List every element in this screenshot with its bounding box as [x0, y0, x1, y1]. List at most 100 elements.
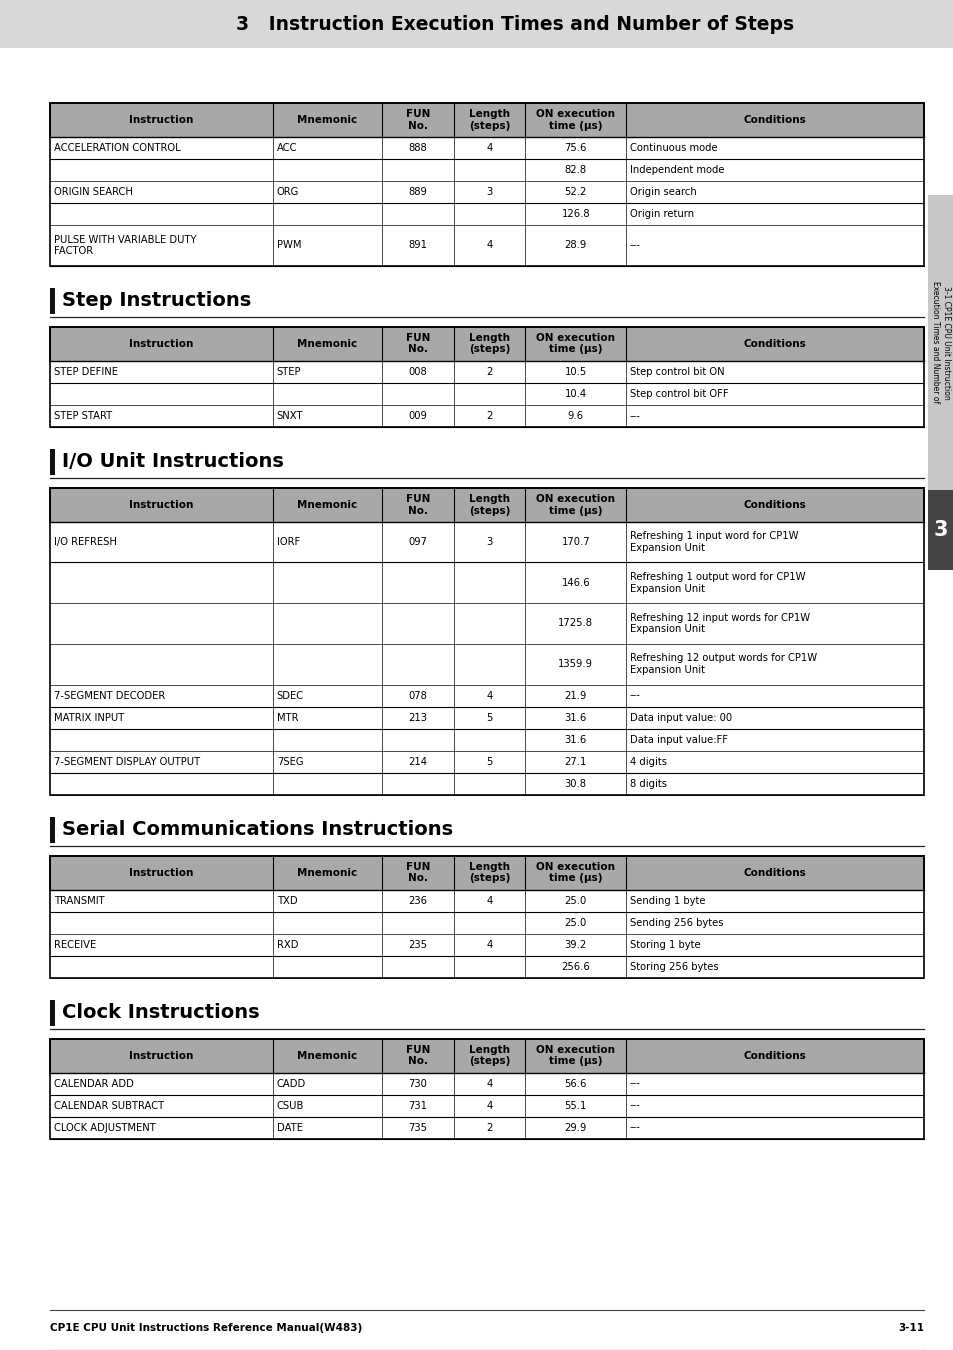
- Text: Refreshing 12 output words for CP1W
Expansion Unit: Refreshing 12 output words for CP1W Expa…: [629, 653, 816, 675]
- Text: Data input value:FF: Data input value:FF: [629, 734, 727, 744]
- Text: Mnemonic: Mnemonic: [297, 1050, 357, 1061]
- Bar: [50, 603, 923, 644]
- Text: CP1E CPU Unit Instructions Reference Manual(W483): CP1E CPU Unit Instructions Reference Man…: [50, 1323, 362, 1332]
- Bar: [50, 103, 923, 266]
- Bar: [50, 644, 923, 684]
- Bar: [50, 684, 923, 706]
- Text: MATRIX INPUT: MATRIX INPUT: [54, 713, 124, 722]
- Text: ---: ---: [629, 1079, 640, 1088]
- Bar: [50, 181, 923, 202]
- Text: SDEC: SDEC: [276, 690, 304, 701]
- Bar: [50, 1038, 923, 1072]
- Bar: [50, 288, 55, 313]
- Text: ---: ---: [629, 410, 640, 421]
- Bar: [50, 327, 923, 427]
- Text: 4 digits: 4 digits: [629, 756, 666, 767]
- Text: Mnemonic: Mnemonic: [297, 339, 357, 348]
- Bar: [927, 490, 953, 570]
- Bar: [50, 772, 923, 795]
- Text: ---: ---: [629, 1100, 640, 1111]
- Bar: [927, 194, 953, 490]
- Text: CALENDAR ADD: CALENDAR ADD: [54, 1079, 133, 1088]
- Text: 52.2: 52.2: [564, 188, 586, 197]
- Text: 27.1: 27.1: [564, 756, 586, 767]
- Text: 39.2: 39.2: [564, 940, 586, 949]
- Text: 3   Instruction Execution Times and Number of Steps: 3 Instruction Execution Times and Number…: [235, 15, 794, 34]
- Text: 888: 888: [408, 143, 427, 153]
- Bar: [50, 890, 923, 911]
- Bar: [50, 521, 923, 563]
- Text: Independent mode: Independent mode: [629, 165, 723, 176]
- Text: Sending 256 bytes: Sending 256 bytes: [629, 918, 722, 927]
- Text: ---: ---: [629, 1122, 640, 1133]
- Text: I/O REFRESH: I/O REFRESH: [54, 537, 117, 547]
- Text: Length
(steps): Length (steps): [469, 109, 510, 131]
- Text: DATE: DATE: [276, 1122, 302, 1133]
- Text: 146.6: 146.6: [560, 578, 589, 587]
- Bar: [50, 751, 923, 772]
- Bar: [50, 382, 923, 405]
- Text: 008: 008: [408, 367, 427, 377]
- Text: 55.1: 55.1: [564, 1100, 586, 1111]
- Text: 31.6: 31.6: [564, 734, 586, 744]
- Text: CADD: CADD: [276, 1079, 306, 1088]
- Text: Length
(steps): Length (steps): [469, 494, 510, 516]
- Text: 126.8: 126.8: [560, 209, 589, 219]
- Text: 8 digits: 8 digits: [629, 779, 666, 788]
- Text: 078: 078: [408, 690, 427, 701]
- Text: Length
(steps): Length (steps): [469, 333, 510, 355]
- Bar: [50, 202, 923, 225]
- Text: 10.4: 10.4: [564, 389, 586, 398]
- Text: 731: 731: [408, 1100, 427, 1111]
- Bar: [50, 706, 923, 729]
- Bar: [50, 225, 923, 266]
- Text: Conditions: Conditions: [742, 1050, 805, 1061]
- Text: 4: 4: [486, 940, 493, 949]
- Text: Step Instructions: Step Instructions: [62, 292, 251, 311]
- Text: 30.8: 30.8: [564, 779, 586, 788]
- Text: 7SEG: 7SEG: [276, 756, 303, 767]
- Text: RXD: RXD: [276, 940, 298, 949]
- Text: FUN
No.: FUN No.: [405, 1045, 430, 1066]
- Bar: [50, 360, 923, 382]
- Text: 213: 213: [408, 713, 427, 722]
- Text: Clock Instructions: Clock Instructions: [62, 1003, 259, 1022]
- Text: Refreshing 1 input word for CP1W
Expansion Unit: Refreshing 1 input word for CP1W Expansi…: [629, 532, 798, 553]
- Bar: [50, 856, 923, 890]
- Text: 29.9: 29.9: [564, 1122, 586, 1133]
- Text: Storing 256 bytes: Storing 256 bytes: [629, 961, 718, 972]
- Text: 25.0: 25.0: [564, 918, 586, 927]
- Text: Instruction: Instruction: [129, 868, 193, 878]
- Text: Storing 1 byte: Storing 1 byte: [629, 940, 700, 949]
- Text: FUN
No.: FUN No.: [405, 494, 430, 516]
- Text: 009: 009: [408, 410, 427, 421]
- Bar: [50, 448, 55, 475]
- Text: Serial Communications Instructions: Serial Communications Instructions: [62, 819, 453, 838]
- Text: Data input value: 00: Data input value: 00: [629, 713, 731, 722]
- Text: Origin search: Origin search: [629, 188, 696, 197]
- Text: MTR: MTR: [276, 713, 298, 722]
- Text: 3: 3: [486, 537, 493, 547]
- Text: 236: 236: [408, 895, 427, 906]
- Bar: [50, 817, 55, 842]
- Bar: [50, 103, 923, 136]
- Text: I/O Unit Instructions: I/O Unit Instructions: [62, 452, 284, 471]
- Text: ORG: ORG: [276, 188, 299, 197]
- Bar: [50, 159, 923, 181]
- Text: Conditions: Conditions: [742, 500, 805, 510]
- Text: Instruction: Instruction: [129, 1050, 193, 1061]
- Text: 2: 2: [486, 1122, 493, 1133]
- Text: 4: 4: [486, 690, 493, 701]
- Text: ACCELERATION CONTROL: ACCELERATION CONTROL: [54, 143, 180, 153]
- Text: Refreshing 12 input words for CP1W
Expansion Unit: Refreshing 12 input words for CP1W Expan…: [629, 613, 809, 634]
- Text: CSUB: CSUB: [276, 1100, 304, 1111]
- Text: 75.6: 75.6: [564, 143, 586, 153]
- Text: STEP: STEP: [276, 367, 301, 377]
- Bar: [50, 999, 55, 1026]
- Bar: [50, 487, 923, 795]
- Text: Instruction: Instruction: [129, 115, 193, 126]
- Text: RECEIVE: RECEIVE: [54, 940, 96, 949]
- Text: ACC: ACC: [276, 143, 297, 153]
- Text: Instruction: Instruction: [129, 339, 193, 348]
- Text: 1359.9: 1359.9: [558, 659, 593, 670]
